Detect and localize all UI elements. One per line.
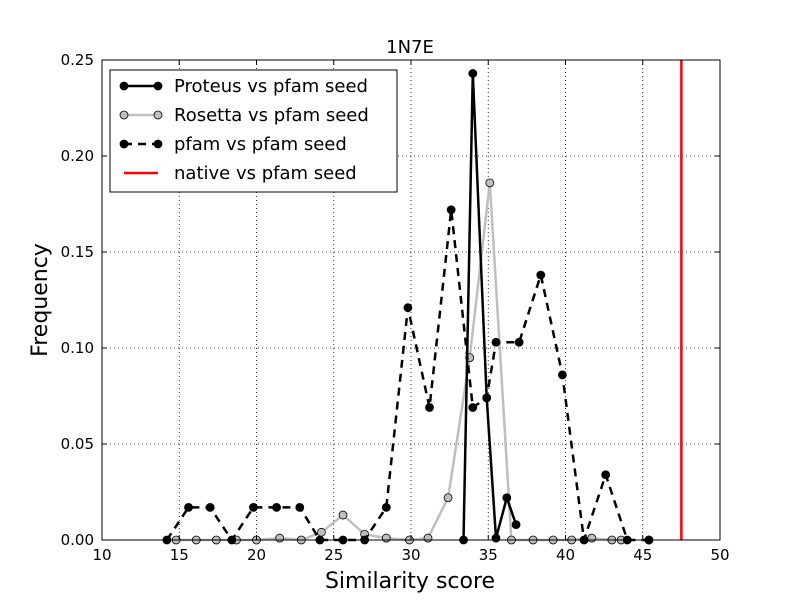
data-point bbox=[587, 533, 597, 543]
y-tick-label: 0.25 bbox=[61, 51, 94, 69]
y-tick-label: 0.05 bbox=[61, 435, 94, 453]
data-point bbox=[403, 303, 413, 313]
legend-marker bbox=[153, 110, 163, 120]
legend-label: pfam vs pfam seed bbox=[174, 134, 347, 155]
legend-item-3: native vs pfam seed bbox=[124, 163, 357, 184]
legend-marker bbox=[119, 110, 129, 120]
data-point bbox=[272, 502, 281, 512]
x-tick-label: 25 bbox=[324, 546, 343, 564]
legend-marker bbox=[153, 139, 163, 149]
chart-title: 1N7E bbox=[386, 37, 434, 58]
data-point bbox=[491, 533, 501, 543]
y-axis-label: Frequency bbox=[28, 243, 53, 357]
legend-label: Proteus vs pfam seed bbox=[174, 76, 368, 97]
x-axis-label: Similarity score bbox=[325, 569, 495, 594]
data-point bbox=[491, 337, 501, 347]
series-line bbox=[462, 72, 518, 541]
x-tick-label: 35 bbox=[479, 546, 498, 564]
data-point bbox=[601, 470, 611, 480]
data-point bbox=[425, 403, 434, 412]
series-2 bbox=[162, 205, 654, 545]
data-point bbox=[381, 533, 391, 543]
legend-marker bbox=[153, 81, 163, 91]
data-point bbox=[205, 502, 215, 512]
data-point bbox=[338, 510, 348, 520]
data-point bbox=[482, 393, 492, 403]
data-point bbox=[381, 502, 391, 512]
legend-label: native vs pfam seed bbox=[174, 163, 357, 184]
series-line bbox=[165, 208, 649, 542]
data-point bbox=[249, 502, 258, 512]
data-point bbox=[468, 403, 478, 412]
y-tick-label: 0.10 bbox=[61, 339, 94, 357]
x-tick-label: 15 bbox=[170, 546, 189, 564]
data-point bbox=[558, 370, 567, 380]
data-point bbox=[184, 502, 193, 512]
data-point bbox=[275, 533, 285, 543]
legend-item-2: pfam vs pfam seed bbox=[119, 134, 347, 155]
y-tick-label: 0.20 bbox=[61, 147, 94, 165]
y-tick-label: 0.00 bbox=[61, 531, 94, 549]
legend-marker bbox=[119, 139, 129, 149]
data-point bbox=[514, 337, 524, 347]
legend-item-1: Rosetta vs pfam seed bbox=[119, 105, 369, 126]
axis-ticks: 10 15 20 25 30 35 40 45 50 0.00 0.05 0.10 0.15 0.20 0.… bbox=[61, 51, 730, 564]
x-tick-label: 50 bbox=[710, 546, 729, 564]
x-tick-label: 45 bbox=[633, 546, 652, 564]
data-point bbox=[316, 527, 326, 537]
data-point bbox=[443, 493, 453, 503]
x-tick-label: 30 bbox=[401, 546, 420, 564]
data-point bbox=[536, 270, 546, 280]
x-tick-label: 10 bbox=[92, 546, 111, 564]
legend: Proteus vs pfam seed Rosetta vs pfam seed… bbox=[109, 69, 398, 193]
legend-item-0: Proteus vs pfam seed bbox=[119, 76, 368, 97]
legend-marker bbox=[119, 81, 129, 91]
data-point bbox=[468, 69, 478, 78]
data-point bbox=[295, 502, 305, 512]
data-point bbox=[446, 205, 456, 215]
y-tick-label: 0.15 bbox=[61, 243, 94, 261]
x-tick-label: 20 bbox=[247, 546, 266, 564]
legend-label: Rosetta vs pfam seed bbox=[174, 105, 369, 126]
data-point bbox=[511, 520, 521, 530]
data-point bbox=[423, 533, 433, 543]
data-point bbox=[502, 493, 512, 503]
data-point bbox=[485, 178, 495, 188]
x-tick-label: 40 bbox=[556, 546, 575, 564]
